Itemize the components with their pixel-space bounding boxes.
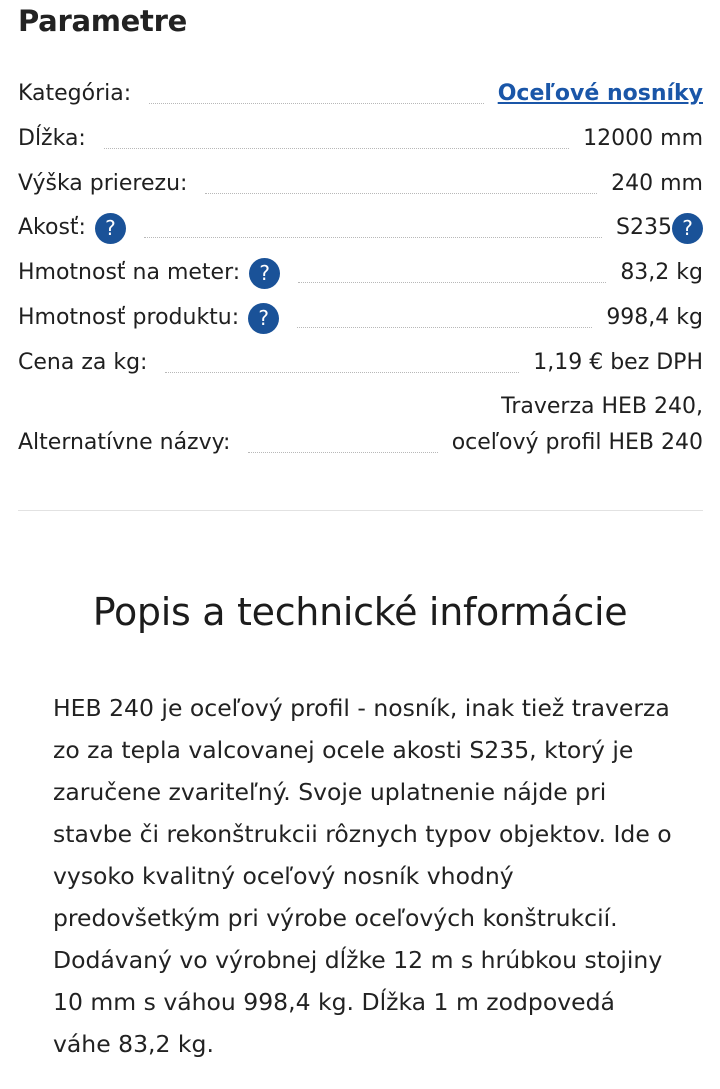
param-value-product-weight: 998,4 kg bbox=[606, 305, 703, 330]
param-row-category: Kategória: Oceľové nosníky bbox=[18, 76, 703, 112]
param-label-section-height: Výška prierezu: bbox=[18, 171, 188, 196]
dotted-leader bbox=[143, 237, 603, 238]
param-value-price-per-kg: 1,19 € bez DPH bbox=[533, 350, 703, 375]
category-link[interactable]: Oceľové nosníky bbox=[497, 81, 703, 106]
param-label-price-per-kg: Cena za kg: bbox=[18, 350, 148, 375]
param-label-category: Kategória: bbox=[18, 81, 132, 106]
weight-per-meter-help-icon[interactable]: ? bbox=[249, 257, 281, 289]
param-row-alt-names: Alternatívne názvy: Traverza HEB 240, oc… bbox=[18, 389, 703, 461]
param-row-length: Dĺžka: 12000 mm bbox=[18, 121, 703, 157]
grade-value-help-icon[interactable]: ? bbox=[672, 212, 703, 244]
param-row-price-per-kg: Cena za kg: 1,19 € bez DPH bbox=[18, 345, 703, 381]
dotted-leader bbox=[165, 372, 520, 373]
param-row-product-weight: Hmotnosť produktu: ? 998,4 kg bbox=[18, 300, 703, 336]
dotted-leader bbox=[297, 327, 593, 328]
dotted-leader bbox=[103, 148, 570, 149]
product-weight-help-icon[interactable]: ? bbox=[248, 302, 280, 334]
alt-name-line: Traverza HEB 240, bbox=[501, 394, 703, 419]
dotted-leader bbox=[248, 452, 438, 453]
dotted-leader bbox=[205, 193, 598, 194]
section-divider bbox=[18, 510, 703, 511]
param-row-grade: Akosť: ? S235 ? bbox=[18, 210, 703, 246]
param-row-section-height: Výška prierezu: 240 mm bbox=[18, 166, 703, 202]
parameters-title: Parametre bbox=[18, 4, 187, 38]
param-row-weight-per-meter: Hmotnosť na meter: ? 83,2 kg bbox=[18, 255, 703, 291]
alt-name-line: oceľový profil HEB 240 bbox=[451, 430, 703, 455]
dotted-leader bbox=[149, 103, 484, 104]
dotted-leader bbox=[298, 282, 607, 283]
param-value-alt-names: Traverza HEB 240, oceľový profil HEB 240 bbox=[452, 389, 703, 461]
param-value-length: 12000 mm bbox=[583, 126, 703, 151]
param-label-alt-names: Alternatívne názvy: bbox=[18, 430, 231, 455]
param-label-length: Dĺžka: bbox=[18, 126, 86, 151]
param-label-weight-per-meter: Hmotnosť na meter: bbox=[18, 260, 241, 285]
param-label-grade: Akosť: bbox=[18, 215, 86, 240]
param-label-product-weight: Hmotnosť produktu: bbox=[18, 305, 240, 330]
param-value-section-height: 240 mm bbox=[611, 171, 703, 196]
param-value-grade: S235 bbox=[616, 215, 672, 240]
description-title: Popis a technické informácie bbox=[92, 590, 628, 634]
grade-help-icon[interactable]: ? bbox=[94, 212, 126, 244]
param-value-weight-per-meter: 83,2 kg bbox=[620, 260, 703, 285]
description-text: HEB 240 je oceľový profil - nosník, inak… bbox=[53, 694, 672, 1058]
